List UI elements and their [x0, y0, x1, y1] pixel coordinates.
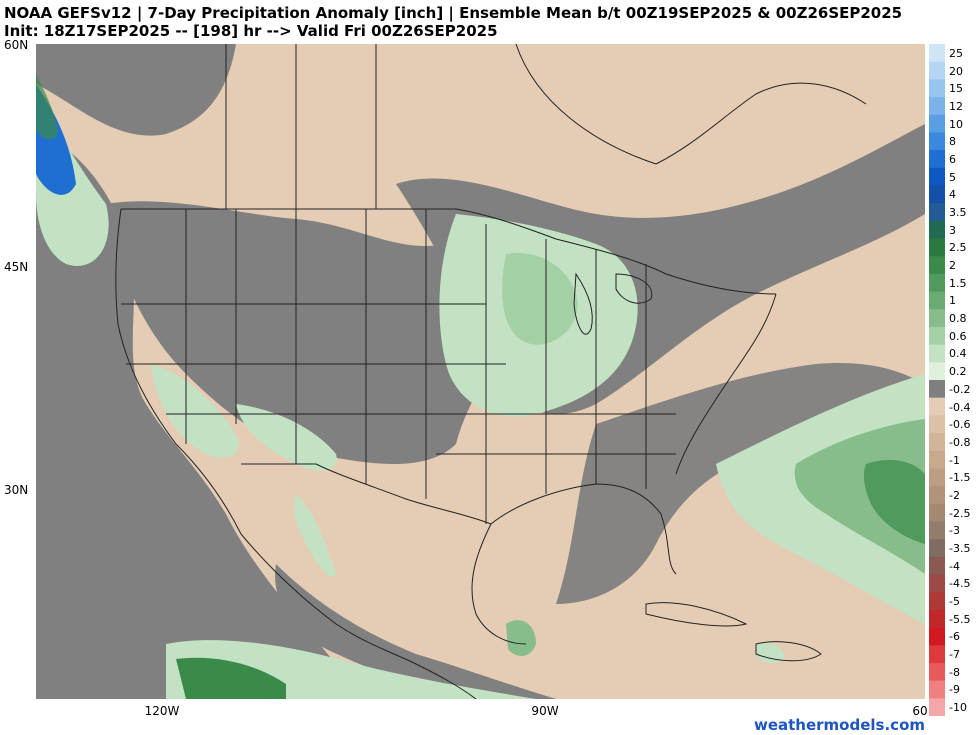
colorbar-swatch — [929, 645, 945, 664]
colorbar-label: -4 — [949, 559, 960, 573]
colorbar-label: -2.5 — [949, 506, 971, 520]
colorbar-swatch — [929, 592, 945, 611]
colorbar-label: 25 — [949, 46, 963, 60]
colorbar-label: 2 — [949, 259, 956, 273]
lat-label-45n: 45N — [4, 260, 29, 274]
colorbar-swatch — [929, 167, 945, 186]
colorbar-swatch — [929, 397, 945, 416]
positive-anomaly-regions — [36, 74, 925, 699]
precipitation-anomaly-map — [36, 44, 925, 699]
colorbar — [929, 44, 945, 716]
colorbar-swatch — [929, 150, 945, 169]
colorbar-swatch — [929, 44, 945, 63]
colorbar-label: 4 — [949, 188, 956, 202]
colorbar-label: -4.5 — [949, 577, 971, 591]
colorbar-swatch — [929, 309, 945, 328]
colorbar-label: -9 — [949, 683, 960, 697]
colorbar-label: 12 — [949, 99, 963, 113]
colorbar-label: -8 — [949, 665, 960, 679]
colorbar-swatch — [929, 503, 945, 522]
lon-label-90w: 90W — [531, 704, 559, 718]
colorbar-label: -0.6 — [949, 418, 971, 432]
colorbar-swatch — [929, 238, 945, 257]
colorbar-label: 1 — [949, 294, 956, 308]
colorbar-label: -3.5 — [949, 542, 971, 555]
colorbar-swatch — [929, 415, 945, 434]
colorbar-label: -2 — [949, 488, 960, 502]
colorbar-label: 8 — [949, 135, 956, 149]
colorbar-label: -0.8 — [949, 435, 971, 449]
colorbar-label: 3.5 — [949, 206, 967, 219]
colorbar-label: 0.4 — [949, 347, 967, 361]
colorbar-swatch — [929, 468, 945, 487]
colorbar-swatch — [929, 556, 945, 576]
colorbar-swatch — [929, 662, 945, 682]
colorbar-swatch — [929, 574, 945, 593]
colorbar-label: 3 — [949, 223, 956, 237]
colorbar-swatch — [929, 698, 945, 716]
colorbar-label: 0.6 — [949, 329, 967, 343]
lon-label-120w: 120W — [144, 704, 180, 718]
colorbar-label: -1 — [949, 453, 960, 467]
colorbar-swatch — [929, 220, 945, 240]
colorbar-label: 20 — [949, 64, 963, 78]
colorbar-swatch — [929, 450, 945, 469]
colorbar-swatch — [929, 114, 945, 133]
colorbar-swatch — [929, 380, 945, 399]
colorbar-label: -1.5 — [949, 471, 971, 485]
colorbar-label: 2.5 — [949, 241, 967, 255]
lat-label-30n: 30N — [4, 483, 29, 497]
lon-label-60w: 60 — [912, 704, 928, 718]
map-title: NOAA GEFSv12 | 7-Day Precipitation Anoma… — [4, 4, 902, 40]
colorbar-label: 5 — [949, 170, 956, 184]
colorbar-swatch — [929, 609, 945, 629]
colorbar-label: -3 — [949, 524, 960, 538]
colorbar-swatch — [929, 521, 945, 540]
colorbar-swatch — [929, 680, 945, 699]
colorbar-label: 0.2 — [949, 365, 967, 379]
colorbar-label: 15 — [949, 82, 963, 96]
title-line-1: NOAA GEFSv12 | 7-Day Precipitation Anoma… — [4, 4, 903, 22]
colorbar-label: -0.2 — [949, 382, 971, 396]
colorbar-label: -7 — [949, 648, 960, 662]
map-svg — [36, 44, 925, 699]
colorbar-swatch — [929, 203, 945, 222]
colorbar-label: -5.5 — [949, 612, 971, 626]
colorbar-swatch — [929, 97, 945, 116]
colorbar-swatch — [929, 486, 945, 505]
colorbar-label: -0.4 — [949, 400, 971, 414]
colorbar-label: -6 — [949, 630, 960, 644]
colorbar-swatch — [929, 185, 945, 204]
title-line-2: Init: 18Z17SEP2025 -- [198] hr --> Valid… — [4, 22, 498, 40]
colorbar-label: 1.5 — [949, 276, 967, 290]
neutral-anomaly-regions — [36, 44, 925, 699]
colorbar-swatch — [929, 539, 945, 558]
colorbar-label: 10 — [949, 117, 963, 131]
colorbar-swatch — [929, 61, 945, 80]
colorbar-swatch — [929, 132, 945, 151]
colorbar-swatch — [929, 79, 945, 98]
colorbar-label: -5 — [949, 595, 960, 609]
colorbar-swatch — [929, 627, 945, 646]
colorbar-swatch — [929, 291, 945, 310]
colorbar-label: 6 — [949, 152, 956, 166]
political-boundaries — [115, 44, 867, 699]
lat-label-60n: 60N — [4, 38, 29, 52]
colorbar-swatch — [929, 273, 945, 293]
credit-text: weathermodels.com — [753, 716, 925, 734]
colorbar-swatch — [929, 326, 945, 346]
colorbar-swatch — [929, 344, 945, 363]
colorbar-swatch — [929, 256, 945, 275]
colorbar-label: -10 — [949, 701, 967, 715]
colorbar-label: 0.8 — [949, 312, 967, 326]
colorbar-swatch — [929, 362, 945, 381]
colorbar-swatch — [929, 433, 945, 452]
